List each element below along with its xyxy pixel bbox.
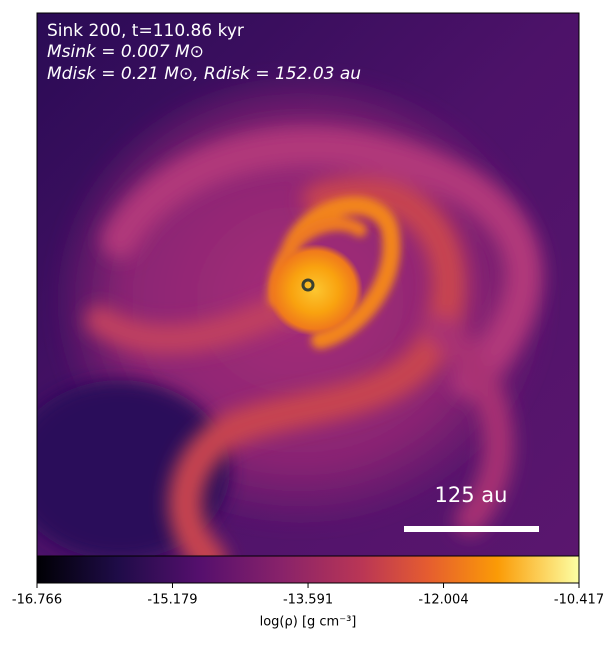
colorbar-label: log(ρ) [g cm⁻³] [260,615,357,630]
tick-label: -12.004 [418,593,468,608]
annotation: Sink 200, t=110.86 kyr [47,21,244,41]
tick-label: -10.417 [554,593,604,608]
colorbar [36,555,580,584]
tick-label: -16.766 [12,593,62,608]
annotation: Msink = 0.007 M⊙ [47,42,204,62]
colorbar-ticks: -16.766 -15.179 -13.591 -12.004 -10.417 [12,583,604,608]
tick-label: -13.591 [283,593,333,608]
scalebar-label: 125 au [435,483,508,507]
annotation: Mdisk = 0.21 M⊙, Rdisk = 152.03 au [47,64,361,84]
density-map [37,13,579,556]
sink-marker [301,278,315,292]
tick-label: -15.179 [147,593,197,608]
